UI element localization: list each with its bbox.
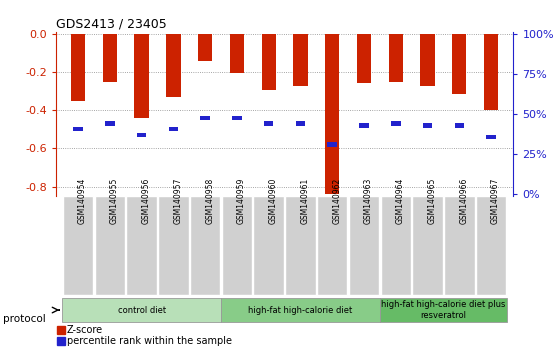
Bar — [103, 34, 117, 82]
Bar — [476, 196, 506, 295]
Bar — [166, 34, 181, 97]
Bar — [94, 196, 125, 295]
Text: GSM140955: GSM140955 — [110, 178, 119, 224]
Bar — [359, 123, 369, 127]
Text: GSM140962: GSM140962 — [332, 178, 341, 224]
Text: GSM140959: GSM140959 — [237, 178, 246, 224]
Bar — [380, 298, 507, 322]
Bar — [105, 121, 114, 126]
Text: GSM140960: GSM140960 — [269, 178, 278, 224]
Text: GSM140957: GSM140957 — [174, 178, 182, 224]
Bar — [487, 135, 496, 139]
Bar — [71, 34, 85, 101]
Bar — [391, 121, 401, 126]
Bar — [349, 196, 379, 295]
Bar — [412, 196, 443, 295]
Text: GSM140964: GSM140964 — [396, 178, 405, 224]
Text: control diet: control diet — [118, 306, 166, 315]
Bar — [423, 123, 432, 127]
Bar — [455, 123, 464, 127]
Bar — [200, 116, 210, 120]
Bar — [325, 34, 339, 194]
Bar — [296, 121, 305, 126]
Bar — [57, 326, 65, 335]
Bar — [137, 133, 146, 137]
Bar — [253, 196, 284, 295]
Bar — [232, 116, 242, 120]
Bar — [126, 196, 157, 295]
Bar — [484, 34, 498, 110]
Text: percentile rank within the sample: percentile rank within the sample — [67, 336, 232, 346]
Bar — [62, 298, 221, 322]
Bar — [388, 34, 403, 82]
Bar — [452, 34, 466, 94]
Text: GSM140961: GSM140961 — [300, 178, 310, 224]
Bar — [230, 34, 244, 73]
Text: GSM140965: GSM140965 — [427, 178, 436, 224]
Bar — [63, 196, 93, 295]
Bar — [134, 34, 149, 118]
Bar — [221, 298, 380, 322]
Bar — [294, 34, 307, 86]
Bar — [190, 196, 220, 295]
Bar — [264, 121, 273, 126]
Text: GSM140963: GSM140963 — [364, 178, 373, 224]
Bar — [381, 196, 411, 295]
Bar — [198, 34, 212, 62]
Bar — [357, 34, 371, 84]
Bar — [73, 127, 83, 131]
Bar — [285, 196, 316, 295]
Text: GSM140966: GSM140966 — [459, 178, 468, 224]
Bar — [169, 127, 178, 131]
Text: high-fat high-calorie diet plus
resveratrol: high-fat high-calorie diet plus resverat… — [381, 300, 506, 320]
Bar — [57, 337, 65, 345]
Bar — [328, 142, 337, 147]
Bar — [262, 34, 276, 90]
Bar — [158, 196, 189, 295]
Text: GDS2413 / 23405: GDS2413 / 23405 — [56, 18, 166, 31]
Text: high-fat high-calorie diet: high-fat high-calorie diet — [248, 306, 353, 315]
Bar — [317, 196, 348, 295]
Text: GSM140958: GSM140958 — [205, 178, 214, 224]
Bar — [420, 34, 435, 86]
Bar — [222, 196, 252, 295]
Text: GSM140956: GSM140956 — [142, 178, 151, 224]
Text: protocol: protocol — [3, 314, 46, 324]
Text: GSM140954: GSM140954 — [78, 178, 87, 224]
Text: Z-score: Z-score — [67, 325, 103, 335]
Text: GSM140967: GSM140967 — [491, 178, 500, 224]
Bar — [444, 196, 475, 295]
